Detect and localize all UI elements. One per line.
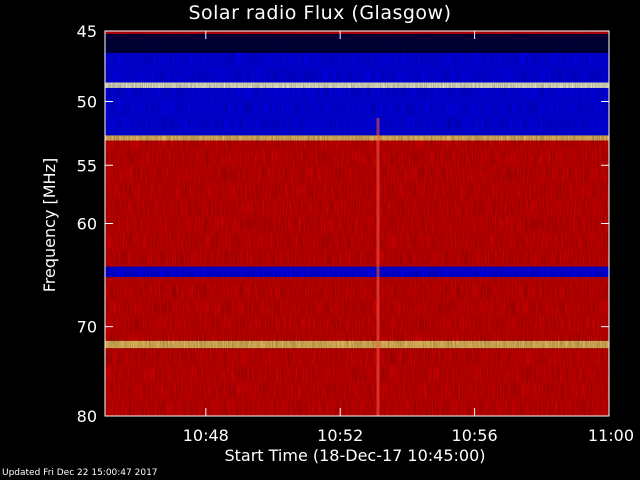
x-axis-ticks: 10:48 10:52 10:56 11:00 [183,31,634,445]
x-tick-label: 10:52 [317,426,363,445]
update-timestamp: Updated Fri Dec 22 15:00:47 2017 [2,468,158,478]
x-axis-label: Start Time (18-Dec-17 10:45:00) [224,446,486,465]
y-tick-label: 55 [77,156,97,175]
x-tick-label: 11:00 [588,426,634,445]
y-tick-label: 60 [77,215,97,234]
x-tick-label: 10:48 [183,426,229,445]
y-tick-label: 45 [77,22,97,41]
y-tick-label: 50 [77,93,97,112]
spectrogram-noise-texture [105,31,609,416]
y-axis-label: Frequency [MHz] [40,157,59,293]
y-tick-label: 70 [77,318,97,337]
chart-title: Solar radio Flux (Glasgow) [188,2,452,24]
x-tick-label: 10:56 [452,426,498,445]
y-tick-label: 80 [77,407,97,426]
y-axis-ticks: 45 50 55 60 70 80 [77,22,609,426]
